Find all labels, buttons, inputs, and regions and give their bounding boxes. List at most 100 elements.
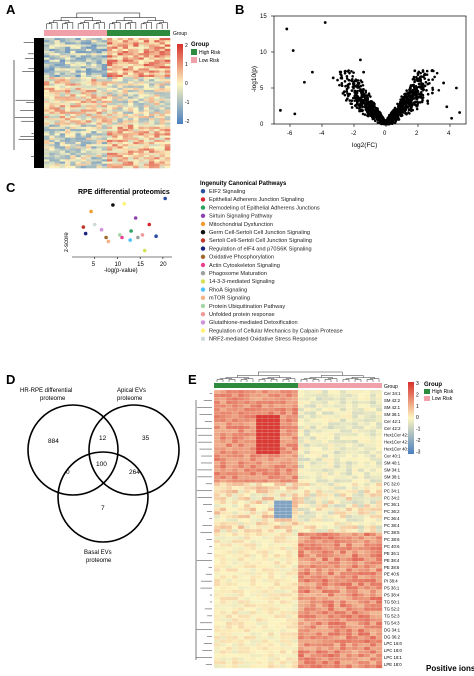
heatmap-a-cell: [70, 103, 76, 106]
heatmap-e-cell: [357, 414, 365, 419]
heatmap-e-cell: [309, 397, 317, 401]
heatmap-e-cell: [309, 404, 317, 409]
heatmap-e-cell: [225, 603, 233, 608]
heatmap-e-cell: [255, 607, 263, 612]
heatmap-a-cell: [91, 109, 97, 112]
heatmap-e-cell: [255, 422, 263, 426]
heatmap-e-cell: [261, 589, 269, 594]
heatmap-e-cell: [357, 439, 365, 444]
heatmap-e-cell: [345, 518, 353, 523]
heatmap-a-cell: [49, 122, 55, 125]
heatmap-e-cell: [237, 589, 245, 594]
heatmap-e-cell: [369, 600, 377, 605]
heatmap-e-cell: [351, 400, 359, 405]
heatmap-a-cell: [91, 57, 97, 60]
heatmap-e-cell: [279, 632, 287, 637]
heatmap-e-cell: [273, 589, 281, 594]
heatmap-e-cell: [237, 471, 245, 476]
heatmap-a-cell: [138, 90, 145, 93]
heatmap-e-cell: [237, 657, 245, 662]
heatmap-e-cell: [267, 443, 275, 448]
heatmap-a-cell: [70, 146, 76, 149]
heatmap-a-cell: [75, 66, 82, 69]
heatmap-a-cell: [101, 46, 108, 50]
heatmap-a-cell: [80, 139, 87, 143]
heatmap-a-cell: [59, 66, 66, 69]
heatmap-e-cell: [225, 468, 233, 473]
heatmap-e-cell: [333, 664, 341, 669]
heatmap-a-cell: [154, 96, 160, 99]
heatmap-e-cell: [315, 660, 323, 665]
heatmap-e-cell: [327, 646, 335, 651]
heatmap-a-cell: [149, 90, 155, 93]
heatmap-e-cell: [327, 546, 335, 551]
heatmap-a-cell: [128, 87, 134, 91]
heatmap-e-cell: [231, 393, 239, 398]
heatmap-e-cell: [273, 628, 281, 633]
heatmap-e-cell: [237, 393, 245, 398]
heatmap-e-cell: [273, 525, 281, 530]
heatmap-e-cell: [363, 429, 371, 434]
heatmap-a-cell: [122, 133, 129, 136]
heatmap-e-cell: [249, 489, 257, 494]
heatmap-a-cell: [122, 142, 129, 145]
heatmap-a-cell: [143, 98, 150, 102]
heatmap-e-cell: [249, 443, 257, 448]
heatmap-e-row-label: PC 36:4: [384, 516, 400, 521]
heatmap-a-cell: [122, 124, 129, 128]
heatmap-e-cell: [249, 496, 257, 501]
heatmap-e-cell: [213, 422, 221, 426]
heatmap-e-cell: [303, 482, 311, 487]
heatmap-a-cell: [143, 61, 150, 65]
heatmap-e-cell: [213, 650, 221, 655]
heatmap-e-cell: [297, 518, 305, 523]
heatmap-e-cell: [309, 418, 317, 423]
heatmap-a-cell: [143, 150, 150, 154]
heatmap-e-cell: [249, 664, 257, 669]
heatmap-e-cell: [225, 475, 233, 480]
heatmap-e-cell: [231, 614, 239, 619]
heatmap-e-cell: [339, 543, 347, 548]
heatmap-e-cell: [267, 561, 275, 565]
heatmap-a-cell: [101, 137, 108, 141]
heatmap-e-cell: [369, 639, 377, 644]
heatmap-a-cell: [154, 53, 160, 56]
heatmap-a-cell: [149, 152, 155, 156]
heatmap-a-cell: [128, 90, 134, 93]
heatmap-e-cell: [225, 635, 233, 640]
heatmap-e-cell: [231, 657, 239, 662]
heatmap-e-cell: [357, 521, 365, 526]
heatmap-a-cell: [70, 51, 76, 54]
heatmap-a-cell: [59, 126, 66, 130]
heatmap-a-cell: [117, 61, 124, 65]
heatmap-e-cell: [225, 393, 233, 398]
heatmap-a-cell: [54, 139, 61, 143]
heatmap-a-cell: [107, 155, 113, 158]
heatmap-e-cell: [357, 422, 365, 426]
heatmap-a-cell: [107, 126, 113, 130]
heatmap-e-cell: [225, 521, 233, 526]
heatmap-a-cell: [122, 53, 129, 56]
panel-letter-b: B: [235, 2, 245, 17]
heatmap-e-cell: [213, 450, 221, 455]
volcano-point: [348, 71, 351, 75]
heatmap-a-cell: [143, 48, 150, 52]
heatmap-e-cell: [351, 536, 359, 540]
heatmap-e-cell: [285, 503, 293, 508]
heatmap-e-cell: [219, 578, 227, 583]
heatmap-a-cell: [86, 105, 92, 108]
heatmap-a-cell: [80, 152, 87, 156]
heatmap-e-cell: [339, 489, 347, 494]
heatmap-e-cell: [297, 404, 305, 409]
heatmap-e-cell: [213, 446, 221, 451]
heatmap-e-cell: [339, 635, 347, 640]
heatmap-e-cell: [327, 511, 335, 516]
heatmap-e-cell: [219, 500, 227, 505]
heatmap-a-cell: [112, 120, 118, 123]
heatmap-a-cell: [49, 111, 55, 115]
heatmap-e-cell: [213, 503, 221, 508]
heatmap-e-cell: [237, 593, 245, 597]
heatmap-e-cell: [255, 618, 263, 622]
heatmap-e-cell: [285, 425, 293, 430]
heatmap-e-cell: [291, 457, 299, 462]
